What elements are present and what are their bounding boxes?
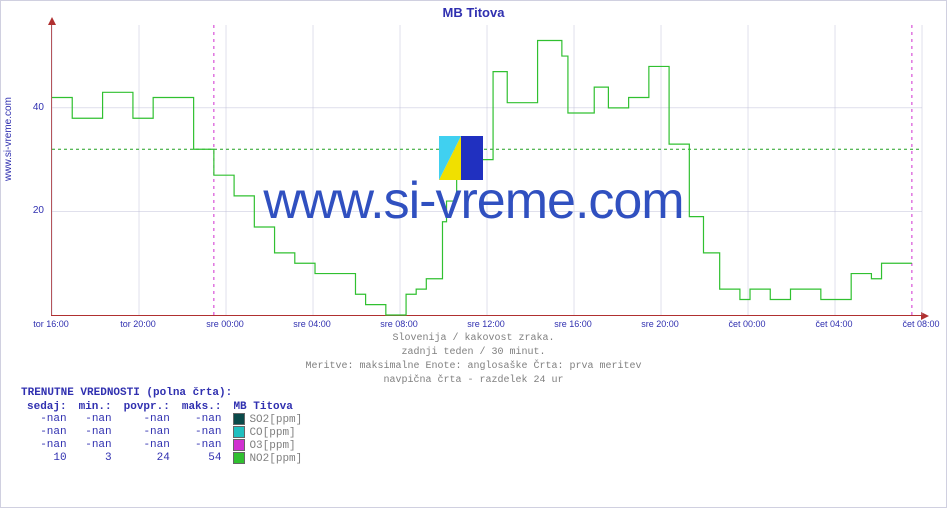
cell-maks: 54 <box>176 452 228 465</box>
caption-line: navpična črta - razdelek 24 ur <box>1 375 946 386</box>
legend-header-row: sedaj: min.: povpr.: maks.: MB Titova <box>21 401 308 413</box>
x-tick-label: tor 16:00 <box>33 319 69 329</box>
cell-sedaj: 10 <box>21 452 73 465</box>
x-tick-label: tor 20:00 <box>120 319 156 329</box>
col-sedaj: sedaj: <box>21 401 73 413</box>
col-povpr: povpr.: <box>118 401 176 413</box>
cell-series: SO2[ppm] <box>227 413 308 426</box>
x-tick-label: sre 12:00 <box>467 319 505 329</box>
cell-maks: -nan <box>176 413 228 426</box>
plot-svg <box>52 25 922 315</box>
watermark-logo-icon <box>439 136 483 180</box>
x-tick-label: sre 20:00 <box>641 319 679 329</box>
x-tick-label: sre 16:00 <box>554 319 592 329</box>
chart-title: MB Titova <box>1 5 946 20</box>
cell-povpr: -nan <box>118 413 176 426</box>
cell-series: CO[ppm] <box>227 426 308 439</box>
cell-min: 3 <box>73 452 118 465</box>
x-tick-label: sre 04:00 <box>293 319 331 329</box>
legend-swatch-icon <box>233 413 245 425</box>
cell-maks: -nan <box>176 426 228 439</box>
legend-swatch-icon <box>233 452 245 464</box>
legend-header: TRENUTNE VREDNOSTI (polna črta): <box>21 387 232 399</box>
x-tick-label: čet 00:00 <box>728 319 765 329</box>
caption-line: zadnji teden / 30 minut. <box>1 347 946 358</box>
caption-line: Meritve: maksimalne Enote: anglosaške Čr… <box>1 361 946 372</box>
x-tick-label: sre 00:00 <box>206 319 244 329</box>
x-tick-label: čet 08:00 <box>902 319 939 329</box>
legend-swatch-icon <box>233 439 245 451</box>
y-tick-label: 40 <box>33 102 44 113</box>
table-row: 1032454NO2[ppm] <box>21 452 308 465</box>
cell-maks: -nan <box>176 439 228 452</box>
cell-povpr: 24 <box>118 452 176 465</box>
legend-swatch-icon <box>233 426 245 438</box>
table-row: -nan-nan-nan-nanCO[ppm] <box>21 426 308 439</box>
table-row: -nan-nan-nan-nanSO2[ppm] <box>21 413 308 426</box>
plot-area <box>51 25 922 316</box>
cell-series: NO2[ppm] <box>227 452 308 465</box>
side-source-label: www.si-vreme.com <box>3 97 14 181</box>
cell-min: -nan <box>73 426 118 439</box>
cell-min: -nan <box>73 413 118 426</box>
cell-min: -nan <box>73 439 118 452</box>
caption-line: Slovenija / kakovost zraka. <box>1 333 946 344</box>
cell-sedaj: -nan <box>21 439 73 452</box>
cell-povpr: -nan <box>118 439 176 452</box>
cell-sedaj: -nan <box>21 413 73 426</box>
legend-table: sedaj: min.: povpr.: maks.: MB Titova -n… <box>21 401 308 465</box>
cell-povpr: -nan <box>118 426 176 439</box>
cell-series: O3[ppm] <box>227 439 308 452</box>
col-maks: maks.: <box>176 401 228 413</box>
table-row: -nan-nan-nan-nanO3[ppm] <box>21 439 308 452</box>
y-tick-label: 20 <box>33 205 44 216</box>
col-station: MB Titova <box>227 401 308 413</box>
chart-container: www.si-vreme.com MB Titova www.si-vreme.… <box>0 0 947 508</box>
x-tick-label: sre 08:00 <box>380 319 418 329</box>
col-min: min.: <box>73 401 118 413</box>
cell-sedaj: -nan <box>21 426 73 439</box>
y-axis-arrow-icon <box>48 17 56 25</box>
x-tick-label: čet 04:00 <box>815 319 852 329</box>
